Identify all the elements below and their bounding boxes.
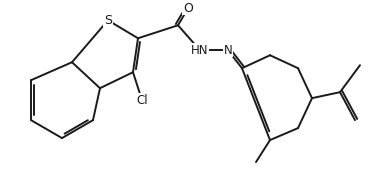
- Text: N: N: [224, 44, 232, 57]
- Text: HN: HN: [191, 44, 209, 57]
- Text: S: S: [104, 14, 112, 27]
- Text: Cl: Cl: [136, 94, 148, 107]
- Text: O: O: [183, 2, 193, 15]
